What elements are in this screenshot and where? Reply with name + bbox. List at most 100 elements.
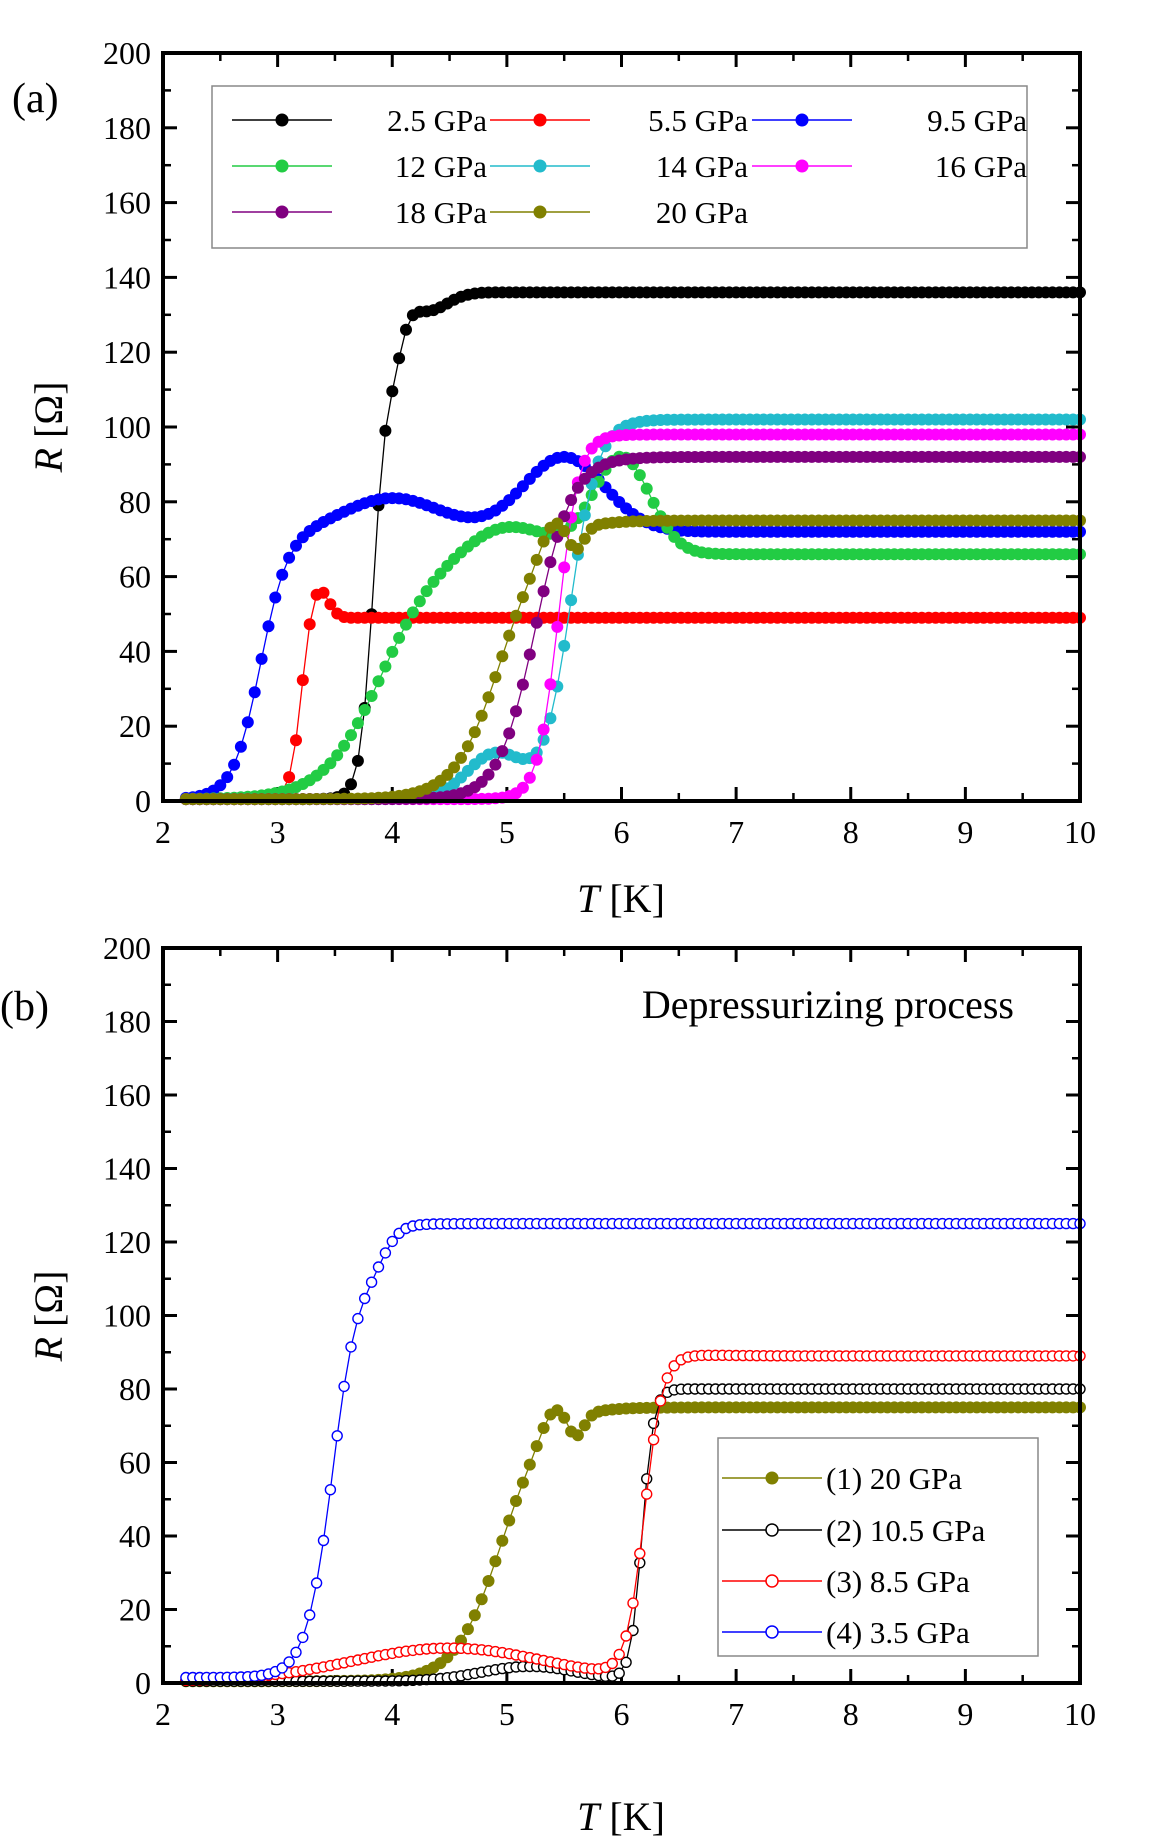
panel-a-x-tick-label: 10 <box>1064 814 1096 850</box>
panel-b-legend-entry: (3) 8.5 GPa <box>722 1564 970 1599</box>
panel-a-x-tick-label: 4 <box>384 814 400 850</box>
panel-a-data-point <box>455 751 467 764</box>
panel-a-x-tick-label: 5 <box>499 814 515 850</box>
panel-a-data-point <box>303 618 316 631</box>
panel-b-data-point <box>620 1656 632 1669</box>
panel-a-data-point <box>400 618 412 631</box>
panel-a-data-point <box>489 758 502 771</box>
panel-b-data-point <box>345 1341 357 1353</box>
panel-b-data-point <box>503 1514 516 1527</box>
panel-a-data-point <box>269 591 282 604</box>
panel-a-x-var: T <box>577 876 602 921</box>
panel-b-y-tick-label: 0 <box>135 1665 151 1701</box>
panel-a-data-point <box>283 771 296 784</box>
panel-a-data-point <box>523 771 536 784</box>
panel-b-data-point <box>489 1555 502 1568</box>
panel-b-data-point <box>523 1458 536 1471</box>
panel-a-series-3 <box>179 450 1086 804</box>
panel-b-data-point <box>661 1372 673 1384</box>
panel-a-legend-marker <box>275 205 289 219</box>
panel-a-legend-entry: 14 GPa <box>490 149 748 184</box>
panel-a-data-point <box>427 575 440 588</box>
panel-a-data-point <box>530 616 543 629</box>
panel-a: (a) 2 3 4 5 6 7 8 9 1002040608010012014016018020… <box>12 35 1096 921</box>
panel-a-data-point <box>324 598 337 611</box>
panel-b-x-tick-label: 5 <box>499 1696 515 1732</box>
panel-b-y-var: R <box>26 1337 71 1362</box>
panel-a-legend-label: 18 GPa <box>395 195 487 230</box>
panel-b-y-tick-label: 160 <box>103 1077 151 1113</box>
panel-a-data-point <box>482 768 495 781</box>
panel-a-data-point <box>393 631 406 644</box>
panel-b-x-tick-label: 6 <box>614 1696 630 1732</box>
panel-b-data-point <box>647 1433 660 1446</box>
panel-a-legend-marker <box>533 113 547 127</box>
panel-a-data-point <box>578 532 591 545</box>
panel-a-data-point <box>351 754 364 767</box>
panel-a-data-point <box>503 629 516 642</box>
panel-a-data-point <box>448 761 461 774</box>
panel-b-x-axis-title: T [K] <box>577 1794 665 1839</box>
panel-a-data-point <box>372 675 385 688</box>
panel-a-series-line <box>185 291 1080 800</box>
panel-b-data-point <box>297 1631 309 1644</box>
panel-b-data-point <box>283 1656 295 1668</box>
panel-a-data-point <box>537 733 550 746</box>
panel-a-data-point <box>571 542 584 555</box>
panel-a-y-tick-label: 200 <box>103 35 151 71</box>
panel-b-data-point <box>352 1312 364 1325</box>
panel-a-data-point <box>324 757 337 770</box>
panel-a-y-tick-label: 20 <box>119 708 151 744</box>
panel-b-data-point <box>558 1411 571 1424</box>
panel-a-legend-label: 2.5 GPa <box>387 103 487 138</box>
panel-b-y-tick-label: 40 <box>119 1518 151 1554</box>
panel-a-x-tick-label: 3 <box>270 814 286 850</box>
panel-b-legend: (1) 20 GPa (2) 10.5 GPa (3) 8.5 GPa (4) 3.5… <box>717 1437 1039 1657</box>
panel-a-data-point <box>558 561 571 574</box>
panel-b-label: (b) <box>0 984 49 1030</box>
panel-b-x-tick-label: 7 <box>728 1696 744 1732</box>
panel-a-y-unit: [Ω] <box>26 382 71 448</box>
panel-a-data-point <box>523 648 536 661</box>
panel-b-legend-label: (3) 8.5 GPa <box>826 1564 970 1599</box>
panel-a-data-point <box>565 594 578 607</box>
panel-b-data-point <box>331 1430 343 1442</box>
panel-a-data-point <box>468 726 481 739</box>
panel-b-legend-label: (2) 10.5 GPa <box>826 1513 986 1548</box>
panel-b-data-point <box>359 1292 371 1305</box>
panel-b-data-point <box>641 1473 653 1485</box>
panel-a-data-point <box>406 606 419 619</box>
panel-b-legend-entry: (1) 20 GPa <box>722 1461 962 1496</box>
panel-b-data-point <box>461 1623 474 1636</box>
panel-a-data-point <box>640 482 653 495</box>
panel-b-annotation: Depressurizing process <box>642 982 1014 1027</box>
panel-a-legend-marker <box>533 205 547 219</box>
panel-a-legend-entry: 18 GPa <box>232 195 487 230</box>
panel-a-data-point <box>489 671 502 684</box>
panel-a-data-point <box>234 740 247 753</box>
panel-a-data-point <box>400 323 412 336</box>
panel-a-data-point <box>434 567 447 580</box>
panel-b-x-tick-label: 8 <box>843 1696 859 1732</box>
panel-a-y-axis-title: R [Ω] <box>26 382 71 474</box>
panel-b-y-tick-label: 140 <box>103 1151 151 1187</box>
panel-b-data-point <box>372 1261 385 1273</box>
panel-b-legend-marker <box>765 1523 779 1537</box>
panel-a-data-point <box>551 620 564 633</box>
panel-a-data-point <box>578 509 591 522</box>
panel-a-series-4 <box>179 450 1086 805</box>
panel-b-y-tick-label: 100 <box>103 1298 151 1334</box>
panel-a-legend-box <box>211 85 1028 249</box>
panel-a-data-point <box>296 674 309 687</box>
panel-b-legend-marker <box>765 1625 779 1639</box>
panel-a-data-point <box>393 352 406 365</box>
panel-a-series <box>179 286 1086 806</box>
panel-a-data-point <box>565 494 578 506</box>
panel-a-data-point <box>351 717 364 730</box>
panel-a-legend: 2.5 GPa 5.5 GPa 9.5 GPa 12 GPa 14 GPa 16 GPa 1… <box>211 85 1028 249</box>
panel-b-data-point <box>641 1488 653 1500</box>
panel-b-data-point <box>310 1577 323 1589</box>
panel-a-data-point <box>276 568 289 581</box>
